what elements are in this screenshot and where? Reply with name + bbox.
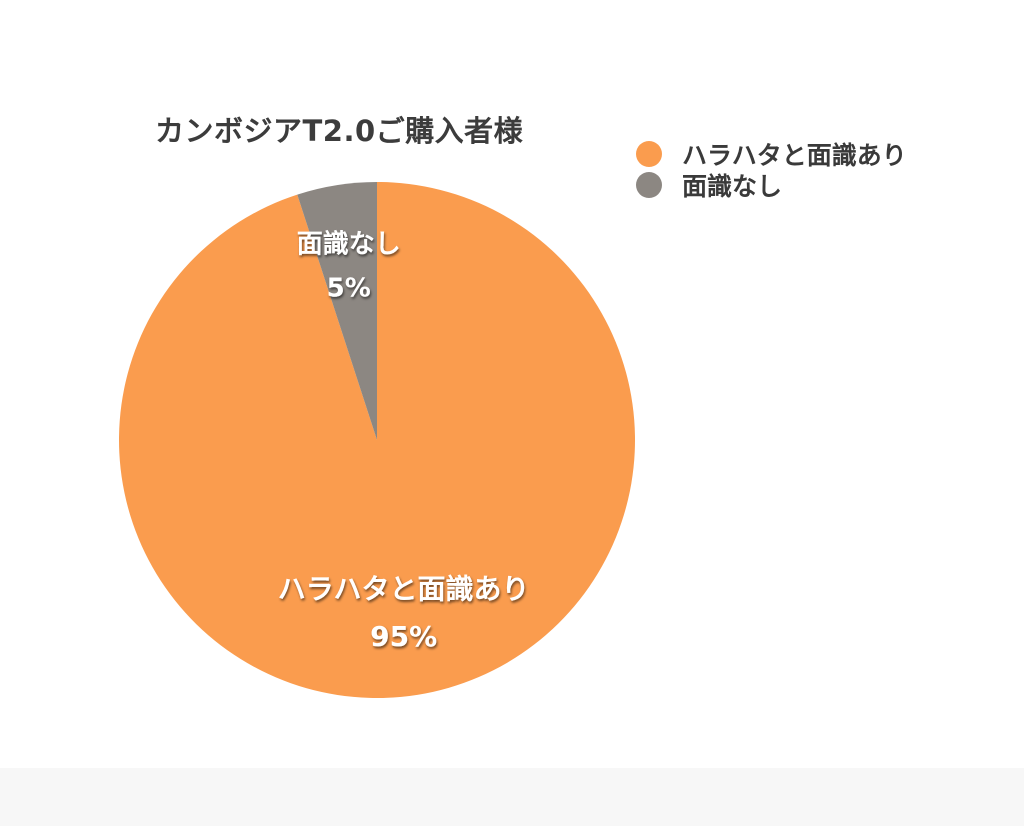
- legend-item: ハラハタと面識あり: [636, 138, 907, 170]
- slice-value-label-0: 95%: [370, 620, 437, 653]
- legend-swatch-1: [636, 171, 662, 198]
- legend-label: 面識なし: [682, 171, 783, 201]
- pie-slices: [119, 182, 636, 698]
- pie-slice-1: [297, 182, 377, 440]
- bottom-band: [0, 768, 1024, 826]
- legend-label: ハラハタと面識あり: [682, 140, 907, 170]
- slice-label-1: 面識なし: [297, 230, 401, 260]
- pie-slice-0: [119, 182, 636, 698]
- pie-labels: ハラハタと面識あり 95% 面識なし 5%: [278, 230, 530, 653]
- chart-title: カンボジアT2.0ご購入者様: [155, 114, 524, 148]
- slice-value-label-1: 5%: [327, 274, 371, 304]
- slice-label-0: ハラハタと面識あり: [278, 572, 530, 605]
- legend-item: 面識なし: [636, 169, 907, 201]
- legend: ハラハタと面識あり 面識なし: [636, 138, 907, 201]
- legend-swatch-0: [636, 140, 662, 167]
